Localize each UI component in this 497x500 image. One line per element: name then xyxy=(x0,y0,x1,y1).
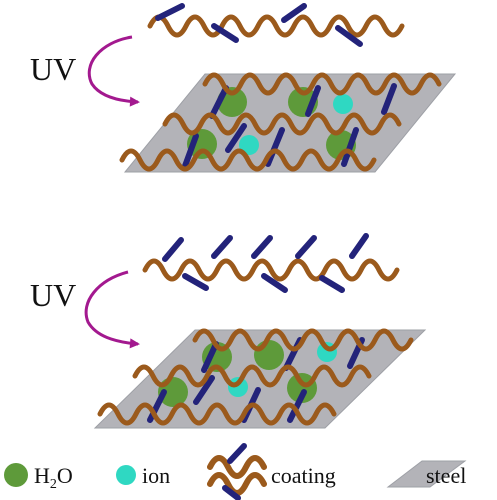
uv-arrow xyxy=(87,35,140,107)
crosslinker-bar xyxy=(319,275,345,293)
crosslinker-bar xyxy=(305,85,321,117)
ion-particle xyxy=(333,94,353,114)
coating-legend-label: coating xyxy=(271,463,336,488)
coating-chain xyxy=(97,402,337,426)
crosslinker-bar xyxy=(261,273,288,293)
crosslinker-bar xyxy=(335,25,363,47)
ion-particle xyxy=(239,135,259,155)
ion-legend-icon xyxy=(116,465,136,485)
legend: H2O ion coating steel xyxy=(4,443,467,500)
coating-chain xyxy=(192,328,414,352)
crosslinker-bar xyxy=(209,85,229,119)
coating-chain xyxy=(142,258,400,282)
crosslinker-bar xyxy=(201,341,219,373)
coating-chain xyxy=(162,112,402,136)
crosslinker-bar xyxy=(162,237,184,262)
coating-chain xyxy=(202,72,442,96)
water-molecule xyxy=(254,340,284,370)
upper-free-coating xyxy=(147,3,405,47)
coating-chain xyxy=(147,14,405,38)
crosslinker-bar xyxy=(349,233,369,259)
ion-legend-label: ion xyxy=(142,463,170,488)
uv-arrow xyxy=(84,270,140,349)
uv-label: UV xyxy=(30,277,76,313)
uv-label: UV xyxy=(30,51,76,87)
crosslinker-bar xyxy=(211,235,233,259)
water-legend-label: H2O xyxy=(34,463,73,492)
coating-legend-icon xyxy=(207,443,267,500)
steel-legend-label: steel xyxy=(426,463,466,488)
crosslinker-bar xyxy=(381,83,397,115)
crosslinker-bar xyxy=(295,235,317,259)
crosslinker-bar xyxy=(182,133,199,169)
water-legend-icon xyxy=(4,463,28,487)
crosslinker-bar xyxy=(155,3,185,21)
crosslinker-bar xyxy=(193,375,215,405)
crosslinker-bar xyxy=(182,273,209,291)
crosslinker-bar xyxy=(265,127,285,167)
crosslinker-bar xyxy=(341,127,359,167)
coating-chain xyxy=(119,148,377,172)
steel-legend-icon xyxy=(386,460,467,488)
crosslinker-bar xyxy=(281,3,307,23)
coating-chain xyxy=(132,364,372,388)
crosslinker-bar xyxy=(287,389,307,423)
ion-particle xyxy=(228,377,248,397)
upper-panel: UV xyxy=(30,3,457,173)
crosslinker-bar xyxy=(225,123,247,153)
crosslinker-bar xyxy=(211,23,239,43)
lower-panel: UV xyxy=(30,233,427,429)
lower-free-coating xyxy=(142,233,400,293)
crosslinker-bar xyxy=(251,235,273,259)
